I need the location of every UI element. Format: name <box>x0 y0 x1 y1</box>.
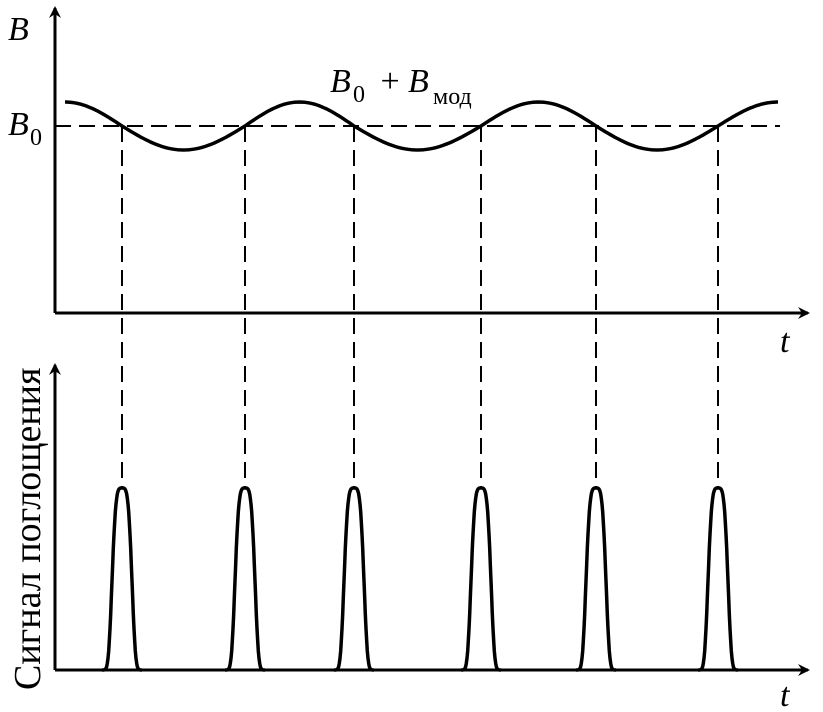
svg-text:0: 0 <box>353 82 365 108</box>
connector-lines <box>121 126 719 488</box>
absorption-peak <box>461 486 501 672</box>
absorption-peak <box>102 486 142 672</box>
svg-text:B: B <box>8 106 29 143</box>
absorption-peak <box>576 486 616 672</box>
svg-text:B: B <box>408 63 429 100</box>
svg-text:+: + <box>372 63 408 100</box>
absorption-peaks <box>102 486 738 672</box>
top-y-axis-label: B <box>8 11 29 48</box>
absorption-peak <box>334 486 374 672</box>
bottom-y-axis-label: Сигнал поглощения <box>7 368 49 691</box>
svg-text:B: B <box>330 63 351 100</box>
top-x-axis-label: t <box>780 323 791 360</box>
absorption-peak <box>225 486 265 672</box>
baseline-label: B 0 <box>8 106 42 151</box>
modulated-field-curve <box>64 100 779 152</box>
curve-label: B 0 + B мод <box>330 63 472 110</box>
svg-text:мод: мод <box>433 84 472 110</box>
bottom-x-axis-label: t <box>780 677 791 712</box>
absorption-peak <box>698 486 738 672</box>
svg-text:0: 0 <box>30 125 42 151</box>
